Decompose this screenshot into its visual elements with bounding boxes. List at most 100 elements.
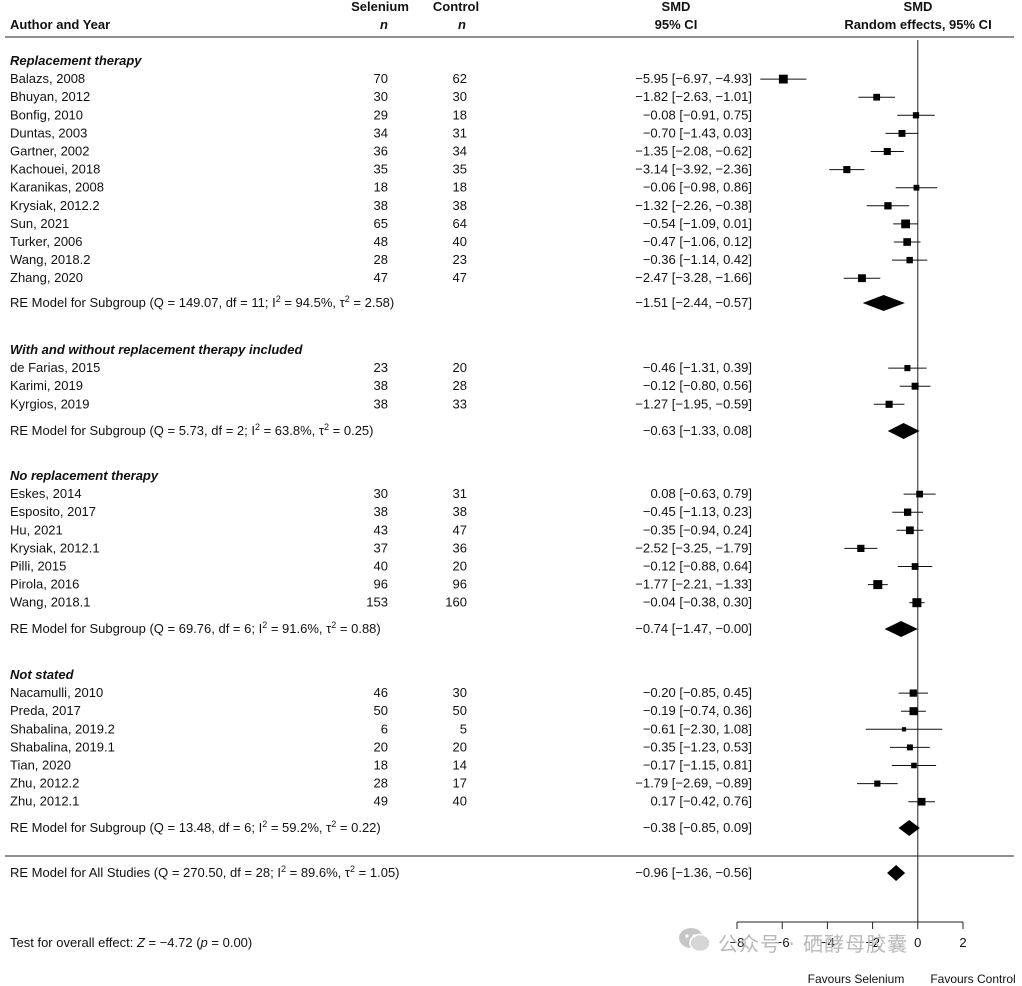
study-n-control: 96 xyxy=(453,577,467,592)
study-label: Turker, 2006 xyxy=(10,234,83,249)
header-ci: 95% CI xyxy=(655,17,698,32)
study-point xyxy=(873,580,883,590)
study-point xyxy=(874,780,881,787)
study-ci-text: −0.19 [−0.74, 0.36] xyxy=(643,703,752,718)
study-label: Krysiak, 2012.2 xyxy=(10,198,100,213)
study-label: Bonfig, 2010 xyxy=(10,107,83,122)
study-label: Esposito, 2017 xyxy=(10,504,96,519)
study-n-selenium: 49 xyxy=(374,794,388,809)
study-label: Wang, 2018.2 xyxy=(10,252,90,267)
study-point xyxy=(873,93,881,101)
study-ci-text: −0.35 [−0.94, 0.24] xyxy=(643,522,752,537)
header-n-control: n xyxy=(458,17,466,32)
study-ci-text: −1.79 [−2.69, −0.89] xyxy=(635,776,752,791)
study-n-control: 40 xyxy=(453,234,467,249)
study-ci-text: −0.54 [−1.09, 0.01] xyxy=(643,216,752,231)
study-ci-text: −0.70 [−1.43, 0.03] xyxy=(643,125,752,140)
study-ci-text: −0.12 [−0.80, 0.56] xyxy=(643,378,752,393)
overall-diamond xyxy=(887,865,906,881)
subgroup-ci-text: −0.38 [−0.85, 0.09] xyxy=(643,820,752,835)
study-n-selenium: 18 xyxy=(374,758,388,773)
study-point xyxy=(903,238,912,246)
study-label: Eskes, 2014 xyxy=(10,486,82,501)
study-n-selenium: 96 xyxy=(374,577,388,592)
study-n-control: 20 xyxy=(453,739,467,754)
study-point xyxy=(912,112,920,119)
x-axis-ticks: −8 −6 −4 −2 0 2 xyxy=(730,922,967,950)
study-ci-text: 0.17 [−0.42, 0.76] xyxy=(650,794,752,809)
header-re-ci: Random effects, 95% CI xyxy=(844,17,991,32)
study-point xyxy=(778,74,788,84)
study-point xyxy=(906,744,913,751)
study-ci-text: −5.95 [−6.97, −4.93] xyxy=(635,71,752,86)
study-ci-text: −1.77 [−2.21, −1.33] xyxy=(635,577,752,592)
study-label: Krysiak, 2012.1 xyxy=(10,540,100,555)
study-point xyxy=(904,365,911,372)
study-n-control: 62 xyxy=(453,71,467,86)
study-label: Sun, 2021 xyxy=(10,216,69,231)
study-ci-text: −0.47 [−1.06, 0.12] xyxy=(643,234,752,249)
study-label: Zhu, 2012.2 xyxy=(10,776,79,791)
study-n-selenium: 6 xyxy=(381,721,388,736)
study-ci-text: −0.35 [−1.23, 0.53] xyxy=(643,739,752,754)
study-n-control: 34 xyxy=(453,144,467,159)
study-n-control: 38 xyxy=(453,198,467,213)
study-n-control: 47 xyxy=(453,522,467,537)
study-n-selenium: 30 xyxy=(374,486,388,501)
study-ci-text: −0.06 [−0.98, 0.86] xyxy=(643,180,752,195)
study-point xyxy=(901,727,907,732)
study-ci-text: −1.82 [−2.63, −1.01] xyxy=(635,89,752,104)
header-smd-re: SMD xyxy=(904,0,933,14)
study-point xyxy=(909,707,918,716)
subgroup-summary-label: RE Model for Subgroup (Q = 69.76, df = 6… xyxy=(10,620,381,636)
group-title: Replacement therapy xyxy=(10,53,142,68)
subgroup-diamond xyxy=(862,295,905,311)
study-point xyxy=(906,256,913,264)
study-n-selenium: 18 xyxy=(374,180,388,195)
study-n-selenium: 38 xyxy=(374,504,388,519)
study-label: Zhang, 2020 xyxy=(10,270,83,285)
study-n-selenium: 40 xyxy=(374,559,388,574)
study-n-control: 20 xyxy=(453,559,467,574)
overall-summary-label: RE Model for All Studies (Q = 270.50, df… xyxy=(10,864,400,880)
study-point xyxy=(857,544,865,552)
study-n-control: 160 xyxy=(445,595,467,610)
study-n-control: 30 xyxy=(453,89,467,104)
header-smd: SMD xyxy=(662,0,691,14)
study-point xyxy=(911,762,917,769)
study-n-control: 20 xyxy=(453,360,467,375)
study-ci-text: −1.32 [−2.26, −0.38] xyxy=(635,198,752,213)
study-n-selenium: 46 xyxy=(374,685,388,700)
x-tick-label: −4 xyxy=(820,935,835,950)
study-label: Wang, 2018.1 xyxy=(10,595,90,610)
study-point xyxy=(858,274,866,283)
study-n-control: 31 xyxy=(453,486,467,501)
study-ci-text: −0.12 [−0.88, 0.64] xyxy=(643,559,752,574)
study-point xyxy=(883,147,891,156)
subgroup-summary-label: RE Model for Subgroup (Q = 13.48, df = 6… xyxy=(10,819,381,835)
study-ci-text: −2.52 [−3.25, −1.79] xyxy=(635,540,752,555)
study-label: Karimi, 2019 xyxy=(10,378,83,393)
study-ci-text: −0.61 [−2.30, 1.08] xyxy=(643,721,752,736)
study-label: de Farias, 2015 xyxy=(10,360,100,375)
study-n-control: 40 xyxy=(453,794,467,809)
header-author: Author and Year xyxy=(10,17,110,32)
overall-ci-text: −0.96 [−1.36, −0.56] xyxy=(635,865,752,880)
study-label: Kyrgios, 2019 xyxy=(10,396,90,411)
subgroup-diamond xyxy=(898,820,920,836)
study-n-control: 47 xyxy=(453,270,467,285)
study-point xyxy=(843,166,851,174)
study-n-control: 18 xyxy=(453,107,467,122)
study-ci-text: −0.08 [−0.91, 0.75] xyxy=(643,107,752,122)
study-label: Karanikas, 2008 xyxy=(10,180,104,195)
header-selenium: Selenium xyxy=(351,0,409,14)
study-ci-text: −0.17 [−1.15, 0.81] xyxy=(643,758,752,773)
wechat-icon xyxy=(678,926,712,965)
study-n-control: 50 xyxy=(453,703,467,718)
study-label: Hu, 2021 xyxy=(10,522,63,537)
subgroup-diamond xyxy=(884,621,918,637)
study-point xyxy=(901,219,910,229)
study-label: Shabalina, 2019.2 xyxy=(10,721,115,736)
study-n-selenium: 70 xyxy=(374,71,388,86)
